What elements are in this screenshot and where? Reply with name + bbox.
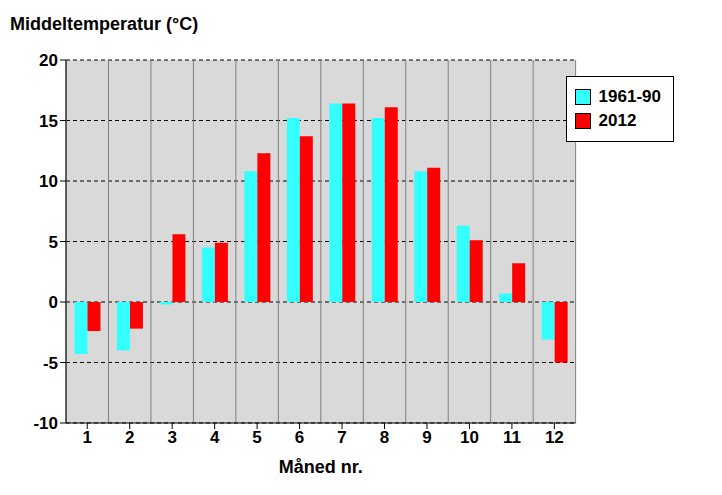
svg-text:12: 12 (545, 428, 564, 447)
svg-text:-5: -5 (43, 354, 58, 373)
svg-text:6: 6 (295, 428, 304, 447)
svg-text:-10: -10 (33, 414, 58, 433)
svg-text:2: 2 (125, 428, 134, 447)
svg-text:11: 11 (503, 428, 521, 447)
svg-text:8: 8 (380, 428, 389, 447)
html-text:2012: 2012 (598, 111, 637, 130)
svg-text:3: 3 (167, 428, 176, 447)
svg-text:5: 5 (49, 233, 58, 252)
svg-text:Måned nr.: Måned nr. (279, 457, 363, 477)
svg-text:10: 10 (460, 428, 479, 447)
svg-text:0: 0 (49, 293, 58, 312)
html-text:1961-90: 1961-90 (598, 87, 661, 106)
svg-text:1: 1 (82, 428, 91, 447)
svg-text:20: 20 (39, 51, 58, 70)
svg-text:15: 15 (39, 112, 58, 131)
svg-text:5: 5 (252, 428, 261, 447)
svg-text:7: 7 (337, 428, 346, 447)
svg-text:4: 4 (210, 428, 220, 447)
html-text:Middeltemperatur (°C): Middeltemperatur (°C) (10, 14, 199, 34)
svg-text:10: 10 (39, 172, 58, 191)
svg-text:9: 9 (422, 428, 431, 447)
